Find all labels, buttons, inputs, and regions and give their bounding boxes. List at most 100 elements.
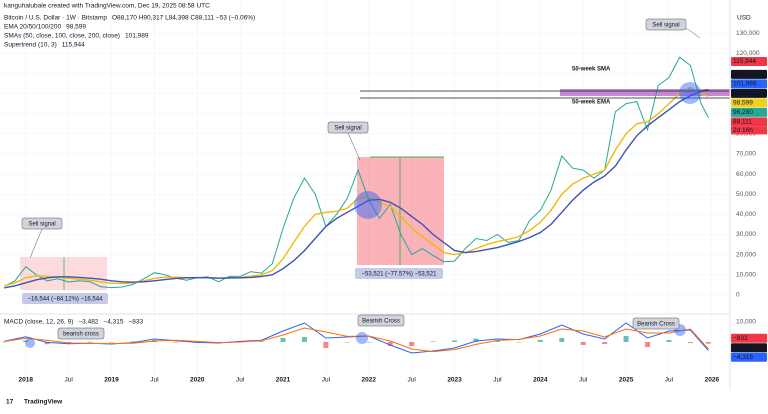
plot xyxy=(1,56,711,354)
annotation: bearish cross xyxy=(63,332,99,338)
legend-value: −3,482 xyxy=(78,319,98,326)
histogram-bar xyxy=(301,337,307,342)
price-label: 88,111 xyxy=(733,119,752,126)
y-tick-label: 70,000 xyxy=(736,151,756,158)
price-label-box xyxy=(731,79,767,89)
price-label-box xyxy=(731,333,767,343)
macd-line xyxy=(4,327,709,353)
countdown: 2d 16h xyxy=(733,127,753,134)
y-tick-label: 60,000 xyxy=(736,171,756,178)
x-tick-label: 2026 xyxy=(705,377,720,384)
countdown-box xyxy=(731,126,767,135)
y-tick-label: 50,000 xyxy=(736,191,756,198)
grid xyxy=(0,0,730,388)
callout-line xyxy=(347,132,361,161)
annotation: 50-week EMA xyxy=(572,100,611,106)
histogram-bar xyxy=(687,342,693,343)
histogram-bar xyxy=(23,340,29,342)
measure-label: −53,521 (−77.57%) −53,521 xyxy=(362,272,438,278)
price-label-box xyxy=(731,69,767,79)
y-tick-label: 10,000 xyxy=(736,319,756,326)
price-label: 96,280 xyxy=(733,109,753,116)
ma-line xyxy=(4,86,709,287)
highlight-circle xyxy=(679,82,701,104)
y-tick-label: 120,000 xyxy=(736,50,760,57)
legend-value: −833 xyxy=(128,319,143,326)
price-label: 98,599 xyxy=(733,100,753,107)
price-label: −3,482 xyxy=(733,344,753,351)
legend-label: MACD (close, 12, 26, 9) xyxy=(4,319,73,326)
histogram-bar xyxy=(430,341,436,342)
y-tick-label: 130,000 xyxy=(736,30,760,37)
histogram-bar xyxy=(645,342,651,347)
measure-label: −16,544 (−84.12%) −16,544 xyxy=(28,297,104,303)
x-tick-label: 2024 xyxy=(533,377,548,384)
y-tick-label: 20,000 xyxy=(736,251,756,258)
measure-label-box xyxy=(22,293,108,304)
histogram-bar xyxy=(516,342,522,343)
callout-box xyxy=(357,314,405,327)
highlight-circle xyxy=(25,338,35,348)
price-label-box xyxy=(731,98,767,108)
credit: kanguhalubale created with TradingView.c… xyxy=(4,3,210,10)
legend-label: SMAs (50, close, 100, close, 200, close) xyxy=(4,33,120,40)
price-label: −833 xyxy=(733,335,748,342)
x-tick-label: 2021 xyxy=(276,377,291,384)
histogram-bar xyxy=(1,341,7,343)
legend-value: 98,599 xyxy=(66,24,86,31)
histogram-bar xyxy=(130,341,136,342)
histogram-bar xyxy=(387,342,393,346)
legend-value: 101,989 xyxy=(125,33,149,40)
callout-line xyxy=(685,27,701,39)
x-tick-label: Jul xyxy=(579,377,588,384)
price-label: −4,315 xyxy=(733,354,753,361)
annotation: Sell signal xyxy=(652,23,679,29)
measure-box xyxy=(20,257,107,290)
histogram-bar xyxy=(452,340,458,342)
histogram-bar xyxy=(623,336,629,342)
x-tick-label: 2020 xyxy=(190,377,205,384)
histogram-bar xyxy=(44,342,50,345)
annotation: Bearish Cross xyxy=(637,322,675,328)
callout-box xyxy=(645,18,687,31)
price-label-box xyxy=(731,343,767,353)
annotation: 50-week SMA xyxy=(572,67,611,73)
x-tick-label: 2023 xyxy=(447,377,462,384)
histogram-bar xyxy=(344,342,350,343)
legend-value: 115,944 xyxy=(62,42,85,49)
chart-title: Bitcoin / U.S. Dollar · 1W · Bitstamp xyxy=(4,15,107,22)
histogram-bar xyxy=(580,342,586,345)
x-tick-label: 2022 xyxy=(362,377,377,384)
y-tick-label: 10,000 xyxy=(736,271,756,278)
histogram-bar xyxy=(705,342,711,344)
highlight-circle xyxy=(356,332,368,344)
price-label: 98,752 xyxy=(733,90,753,97)
x-tick-label: Jul xyxy=(64,377,73,384)
legend-value: −4,315 xyxy=(103,319,123,326)
callout-line xyxy=(29,228,43,259)
histogram-bar xyxy=(280,338,286,342)
histogram-bar xyxy=(666,340,672,342)
brand: TradingView xyxy=(24,399,63,406)
price-label-box xyxy=(731,352,767,362)
histogram-bar xyxy=(259,341,265,342)
x-tick-label: Jul xyxy=(493,377,502,384)
histogram-bar xyxy=(494,340,500,342)
histogram-bar xyxy=(323,342,329,348)
y-tick-label: 0 xyxy=(736,292,740,299)
callout-box xyxy=(57,327,105,340)
x-tick-label: 2019 xyxy=(104,377,119,384)
y-tick-label: 30,000 xyxy=(736,231,756,238)
histogram-bar xyxy=(366,342,372,343)
logo-mark: 17 xyxy=(6,399,14,406)
measure-label-box xyxy=(355,268,443,279)
histogram-bar xyxy=(537,340,543,342)
ohlc: O88,170 H90,317 L84,398 C88,111 −53 (−0.… xyxy=(112,15,255,22)
annotation: Bearish Cross xyxy=(362,319,400,325)
x-tick-label: 2018 xyxy=(18,377,33,384)
histogram-bar xyxy=(87,341,93,343)
footer xyxy=(0,390,768,414)
